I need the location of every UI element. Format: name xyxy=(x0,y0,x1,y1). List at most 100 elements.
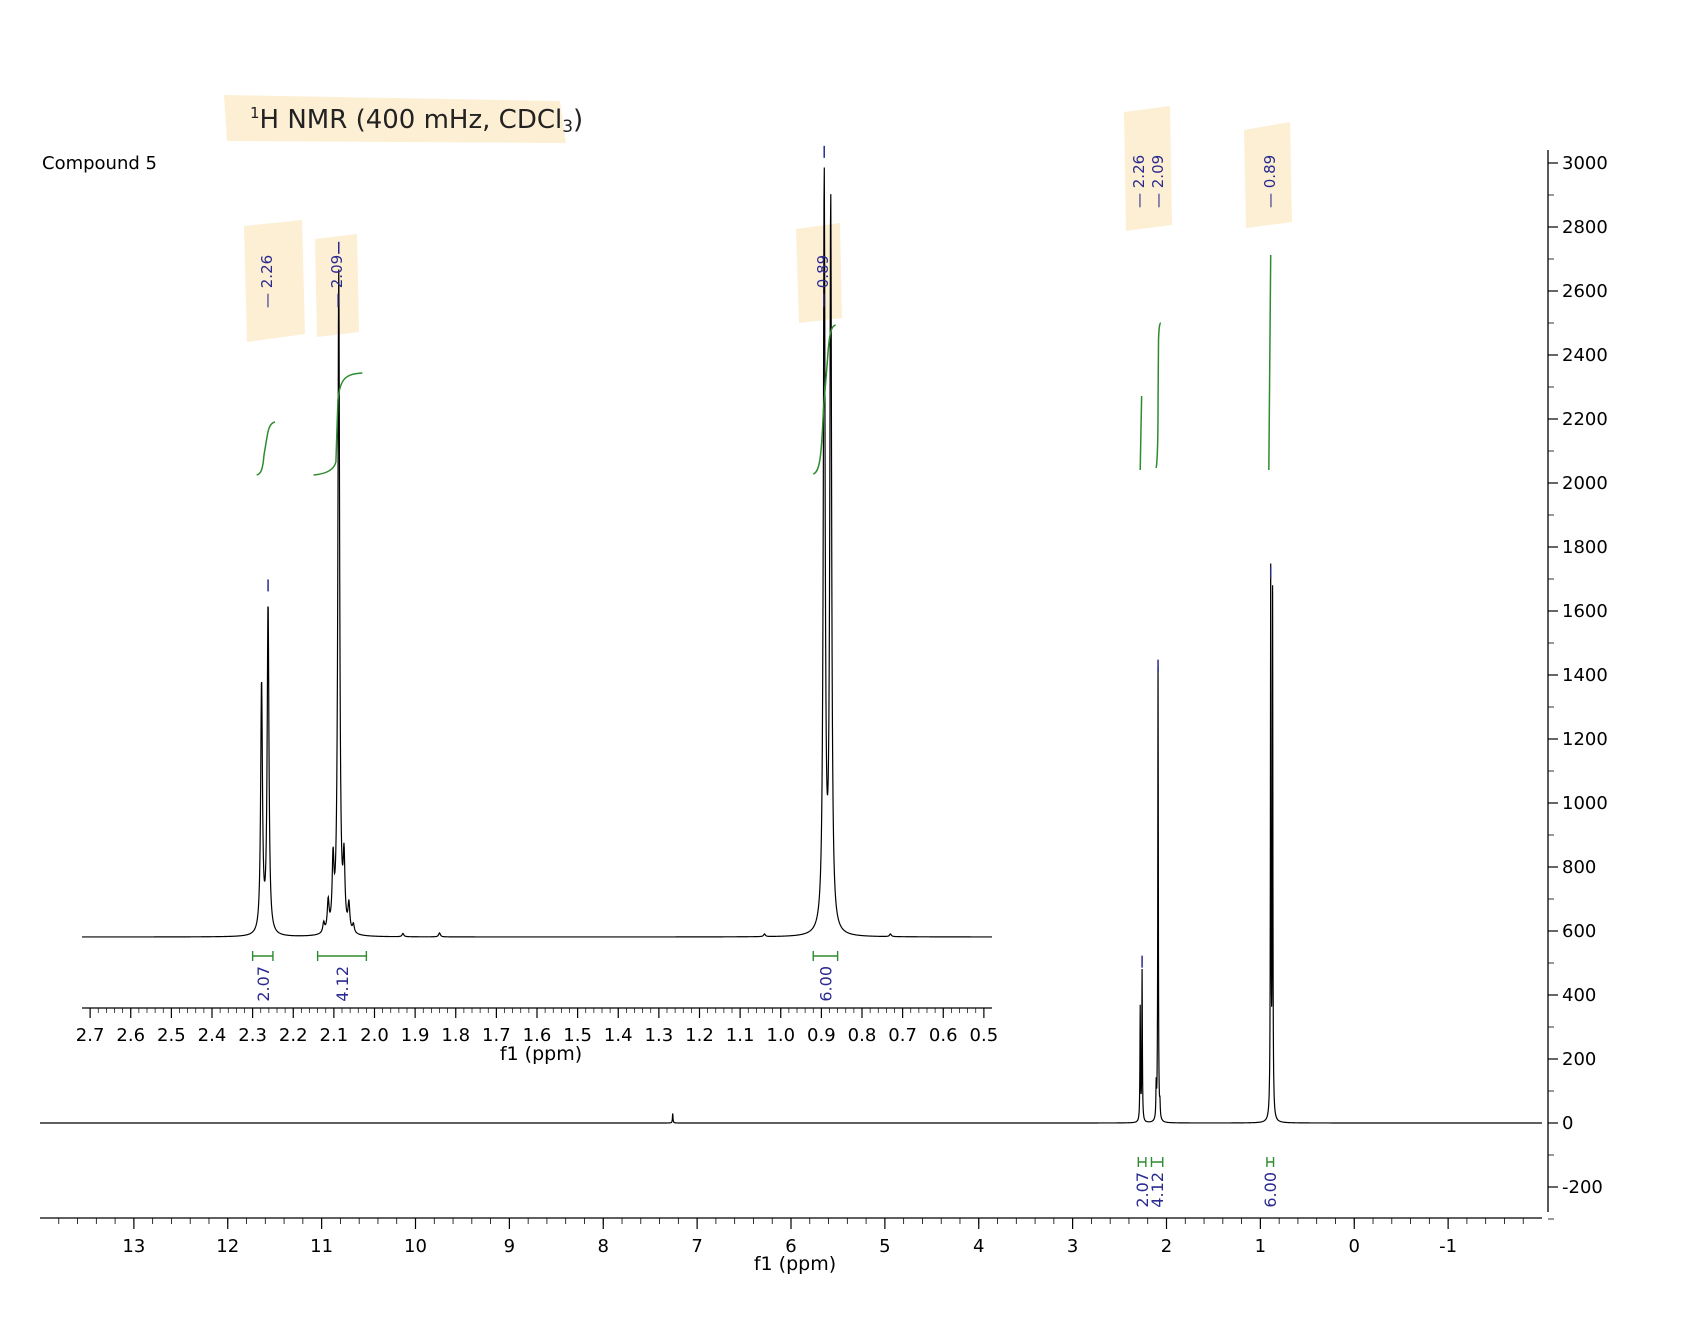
main-x-tick-label: 5 xyxy=(879,1236,890,1257)
inset-integral-value: 6.00 xyxy=(816,966,835,1002)
main-x-tick-label: 1 xyxy=(1255,1236,1266,1257)
inset-x-tick-label: 0.7 xyxy=(888,1025,917,1046)
main-y-tick-label: 1000 xyxy=(1562,793,1608,814)
main-integral-curve xyxy=(1268,254,1272,471)
inset-x-tick-label: 1.5 xyxy=(563,1025,592,1046)
inset-spectrum xyxy=(82,145,992,938)
main-x-ticks: 13 12 11 10 9 8 7 6 5 4 3 2 1 0 -1 xyxy=(58,1218,1524,1257)
highlight-main-0-89 xyxy=(1244,122,1292,228)
main-x-tick-label: 0 xyxy=(1349,1236,1360,1257)
main-y-tick-label: -200 xyxy=(1562,1177,1603,1198)
main-x-tick-label: 8 xyxy=(598,1236,609,1257)
inset-x-tick-label: 0.9 xyxy=(807,1025,836,1046)
inset-x-tick-label: 0.6 xyxy=(929,1025,958,1046)
main-peak-labels: — 2.26— 2.09 — 0.89 xyxy=(1130,155,1279,208)
main-x-axis-label: f1 (ppm) xyxy=(754,1253,836,1275)
title-end: ) xyxy=(573,105,583,135)
inset-x-tick-label: 2.0 xyxy=(360,1025,389,1046)
main-integral-value: 2.07 xyxy=(1133,1172,1152,1208)
title-superscript: 1 xyxy=(250,104,260,122)
inset-integral-value: 2.07 xyxy=(254,966,273,1002)
inset-integral-bar xyxy=(812,951,839,961)
inset-x-tick-label: 1.8 xyxy=(441,1025,470,1046)
inset-x-tick-label: 1.0 xyxy=(766,1025,795,1046)
inset-peak-labels: — 2.26 — 2.09 — 0.89 xyxy=(258,255,832,308)
main-y-tick-label: 800 xyxy=(1562,857,1596,878)
inset-peak-label: — 2.09 xyxy=(328,255,346,308)
main-integral-bar xyxy=(1150,1157,1164,1167)
inset-x-tick-label: 2.2 xyxy=(279,1025,308,1046)
inset-x-tick-label: 2.3 xyxy=(238,1025,267,1046)
inset-peak-label: — 0.89 xyxy=(814,255,832,308)
inset-x-tick-label: 0.8 xyxy=(848,1025,877,1046)
main-peak-label: — 2.26 xyxy=(1130,155,1148,208)
inset-x-tick-label: 2.7 xyxy=(76,1025,105,1046)
inset-spectrum-trace xyxy=(82,167,992,938)
main-integral-value: 6.00 xyxy=(1261,1172,1280,1208)
main-y-tick-label: 2600 xyxy=(1562,281,1608,302)
main-integral-value: 4.12 xyxy=(1148,1172,1167,1208)
main-y-tick-label: 200 xyxy=(1562,1049,1596,1070)
inset-x-tick-label: 2.1 xyxy=(320,1025,349,1046)
inset-x-tick-label: 0.5 xyxy=(970,1025,999,1046)
inset-x-tick-label: 2.5 xyxy=(157,1025,186,1046)
main-integral-bar xyxy=(1137,1157,1147,1167)
main-integrals: 2.074.12 6.00 xyxy=(1133,254,1280,1208)
main-y-tick-label: 1400 xyxy=(1562,665,1608,686)
main-y-tick-label: 2200 xyxy=(1562,409,1608,430)
inset-x-tick-label: 1.2 xyxy=(685,1025,714,1046)
inset-integral-value: 4.12 xyxy=(333,966,352,1002)
main-y-tick-label: 400 xyxy=(1562,985,1596,1006)
main-x-tick-label: 3 xyxy=(1067,1236,1078,1257)
inset-x-tick-label: 1.7 xyxy=(482,1025,511,1046)
inset-x-axis-label: f1 (ppm) xyxy=(500,1043,582,1065)
inset-x-tick-label: 1.4 xyxy=(604,1025,633,1046)
inset-x-tick-label: 2.6 xyxy=(116,1025,145,1046)
main-x-tick-label: 4 xyxy=(973,1236,984,1257)
highlight-inset-2-26 xyxy=(244,220,305,342)
main-y-tick-label: 2000 xyxy=(1562,473,1608,494)
main-y-tick-label: 600 xyxy=(1562,921,1596,942)
main-integral-bar xyxy=(1266,1157,1275,1167)
main-x-tick-label: 11 xyxy=(310,1236,333,1257)
highlight-inset-2-09 xyxy=(315,234,359,337)
main-y-tick-label: 2400 xyxy=(1562,345,1608,366)
inset-x-tick-label: 2.4 xyxy=(198,1025,227,1046)
inset-x-ticks: 2.7 2.6 2.5 2.4 2.3 2.2 2.1 2.0 1.9 1.8 1.7 1.6 1.5 1… xyxy=(76,1008,998,1046)
main-x-tick-label: 13 xyxy=(122,1236,145,1257)
title-main: H NMR (400 mHz, CDCl xyxy=(260,105,563,135)
inset-axes: 2.7 2.6 2.5 2.4 2.3 2.2 2.1 2.0 1.9 1.8 1.7 1.6 1.5 1… xyxy=(76,1007,998,1065)
main-peak-label: — 2.09 xyxy=(1149,155,1167,208)
main-y-tick-label: 0 xyxy=(1562,1113,1573,1134)
inset-integral-curve xyxy=(812,324,836,475)
highlights xyxy=(224,95,1292,342)
main-spectrum xyxy=(40,563,1542,1124)
main-y-tick-label: 1600 xyxy=(1562,601,1608,622)
main-x-tick-label: 9 xyxy=(504,1236,515,1257)
inset-integral-bar xyxy=(251,951,274,961)
main-x-tick-label: 12 xyxy=(216,1236,239,1257)
title-subscript: 3 xyxy=(562,117,573,137)
title-highlight xyxy=(224,95,566,143)
inset-x-tick-label: 1.3 xyxy=(645,1025,674,1046)
inset-integrals: 2.07 4.12 6.00 xyxy=(251,324,839,1002)
inset-integral-curve xyxy=(256,421,276,476)
inset-peak-label: — 2.26 xyxy=(258,255,276,308)
main-x-tick-label: 6 xyxy=(785,1236,796,1257)
main-y-tick-label: 1200 xyxy=(1562,729,1608,750)
main-integral-curve xyxy=(1155,322,1162,469)
inset-x-tick-label: 1.1 xyxy=(726,1025,755,1046)
main-spectrum-trace xyxy=(40,563,1542,1124)
main-x-tick-label: 2 xyxy=(1161,1236,1172,1257)
main-x-tick-label: 10 xyxy=(404,1236,427,1257)
main-y-tick-label: 2800 xyxy=(1562,217,1608,238)
inset-integral-curve xyxy=(313,372,363,476)
main-y-tick-label: 1800 xyxy=(1562,537,1608,558)
main-x-tick-label: 7 xyxy=(691,1236,702,1257)
chart-title: 1H NMR (400 mHz, CDCl3) xyxy=(250,104,583,137)
inset-x-tick-label: 1.9 xyxy=(401,1025,430,1046)
inset-integral-bar xyxy=(316,951,368,961)
highlight-main-2-26-2-09 xyxy=(1124,106,1172,231)
main-peak-label: — 0.89 xyxy=(1261,155,1279,208)
